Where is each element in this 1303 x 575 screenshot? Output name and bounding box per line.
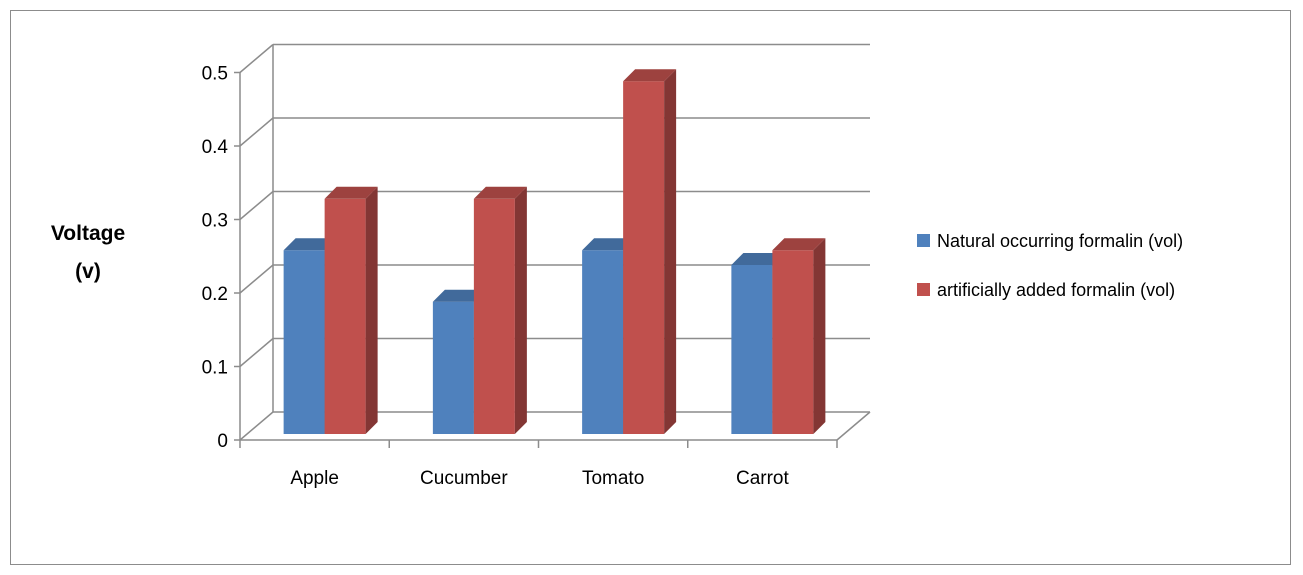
bar-tomato-artificial (623, 69, 677, 434)
bar-front (582, 250, 624, 434)
bar-carrot-artificial (772, 238, 826, 434)
bar-top (623, 69, 677, 82)
bar-top (283, 238, 337, 251)
x-tick-label: Tomato (582, 468, 644, 489)
bar-top (473, 186, 527, 199)
y-tick-label: 0.2 (202, 284, 228, 305)
bars (283, 69, 826, 434)
bar-top (731, 252, 785, 265)
side-wall-gridline (239, 117, 274, 147)
x-tick-label: Carrot (736, 468, 790, 489)
bar-top (582, 238, 636, 251)
legend-item-artificial: artificially added formalin (vol) (917, 280, 1175, 300)
bar-side (514, 186, 527, 434)
side-wall-gridline (239, 411, 274, 441)
legend-swatch (917, 234, 930, 247)
y-tick-label: 0 (217, 431, 228, 452)
bar-front (623, 81, 665, 434)
legend-label: artificially added formalin (vol) (937, 280, 1175, 300)
bar-side (365, 186, 378, 434)
bar-side (664, 69, 677, 434)
y-axis-label-line-2: (v) (75, 260, 101, 283)
x-tick-label: Cucumber (420, 468, 508, 489)
bar-side (813, 238, 826, 434)
side-wall-gridline (239, 264, 274, 294)
bar-front (731, 264, 773, 434)
bar-front (283, 250, 325, 434)
legend-item-natural: Natural occurring formalin (vol) (917, 231, 1183, 251)
floor-edge (836, 411, 871, 441)
y-tick-label: 0.3 (202, 211, 228, 232)
x-tick-label: Apple (290, 468, 339, 489)
side-wall-gridline (239, 43, 274, 74)
y-axis-label: Voltage (v) (51, 222, 125, 283)
bar-front (324, 198, 366, 434)
y-tick-label: 0.4 (202, 137, 229, 158)
bar-top (772, 238, 826, 251)
bar-apple-artificial (324, 186, 378, 434)
bar-cucumber-artificial (473, 186, 527, 434)
y-tick-label: 0.1 (202, 358, 228, 379)
side-wall-gridline (239, 337, 274, 368)
bar-top (324, 186, 378, 199)
bar-front (432, 301, 474, 434)
bar-front (772, 250, 814, 434)
axes: 0 0.1 0.2 0.3 0.4 0.5 Apple Cucumber Tomato Carro… (202, 64, 871, 489)
y-tick-label: 0.5 (202, 64, 228, 85)
bar-top (432, 289, 486, 302)
y-axis-label-line-1: Voltage (51, 222, 125, 245)
legend-swatch (917, 283, 930, 296)
legend: Natural occurring formalin (vol) artific… (917, 231, 1183, 300)
legend-label: Natural occurring formalin (vol) (937, 231, 1183, 251)
side-wall-gridline (239, 190, 274, 221)
bar-front (473, 198, 515, 434)
